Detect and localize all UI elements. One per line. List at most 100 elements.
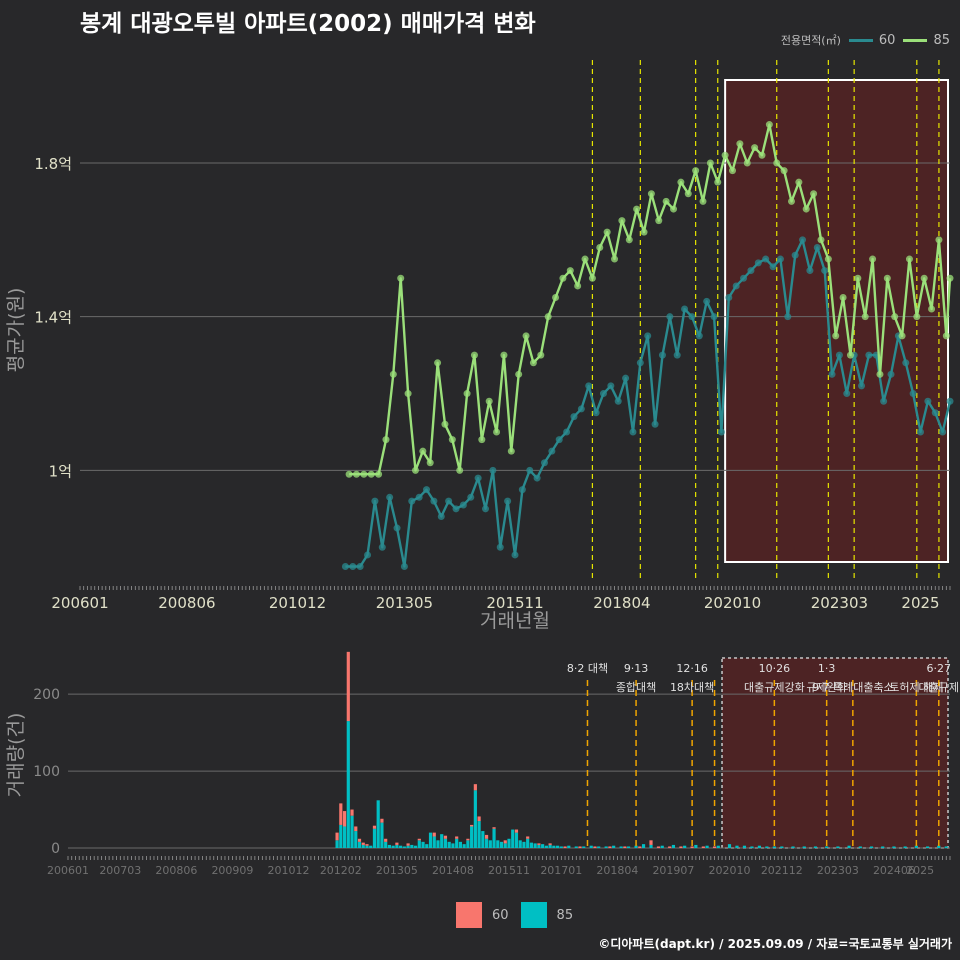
volume-bar-85 — [481, 831, 485, 848]
volume-bar-60 — [679, 846, 683, 848]
volume-x-tick-label: 200601 — [47, 864, 89, 877]
volume-bar-60 — [361, 842, 365, 845]
volume-bar-85 — [335, 840, 339, 848]
volume-bar-85 — [410, 844, 414, 848]
volume-bar-85 — [791, 846, 795, 848]
volume-bar-85 — [361, 844, 365, 848]
volume-bar-85 — [447, 841, 451, 848]
policy-label: 9·13 — [624, 662, 649, 675]
volume-bar-60 — [342, 811, 347, 827]
y-axis-title: 평균가(원) — [5, 288, 27, 373]
volume-bar-85 — [533, 843, 537, 848]
x-tick-label: 202010 — [704, 594, 761, 612]
volume-bar-60 — [668, 846, 672, 848]
volume-bar-85 — [825, 846, 829, 848]
policy-label: 규제완화 — [806, 681, 846, 694]
volume-bar-85 — [376, 800, 380, 848]
volume-bar-85 — [574, 846, 578, 848]
volume-bar-85 — [406, 845, 410, 848]
volume-highlight-region — [721, 657, 949, 849]
volume-bar-85 — [937, 845, 941, 848]
volume-y-tick-label: 0 — [51, 841, 60, 857]
volume-bar-85 — [511, 829, 515, 848]
volume-x-tick-label: 202303 — [817, 864, 859, 877]
volume-bar-85 — [735, 845, 739, 848]
volume-bar-85 — [597, 846, 601, 848]
volume-bar-60 — [712, 846, 717, 848]
volume-bar-85 — [944, 846, 948, 848]
chart-title: 봉계 대광오투빌 아파트(2002) 매매가격 변화 — [80, 11, 536, 37]
volume-bar-85 — [757, 845, 761, 848]
volume-bar-85 — [641, 844, 646, 848]
volume-x-tick-label: 201012 — [268, 864, 310, 877]
volume-bar-60 — [656, 846, 661, 848]
volume-bar-85 — [537, 844, 541, 848]
volume-bar-85 — [503, 843, 507, 848]
policy-label: 18차대책 — [670, 681, 714, 694]
volume-bar-85 — [436, 840, 440, 848]
legend-item-85: 85 — [903, 33, 950, 48]
legend-bar-label-60: 60 — [492, 907, 509, 923]
volume-bar-85 — [417, 840, 421, 848]
volume-bar-85 — [346, 721, 350, 848]
policy-label: 10·26 — [759, 662, 791, 675]
policy-label: 12·16 — [676, 662, 708, 675]
volume-bar-85 — [440, 834, 444, 848]
y-tick-label: 1.4억 — [34, 309, 72, 327]
legend-box-60 — [456, 902, 482, 928]
volume-bar-60 — [357, 838, 362, 842]
volume-bar-85 — [470, 826, 474, 848]
volume-bar-85 — [612, 845, 616, 848]
volume-bar-85 — [589, 845, 593, 848]
volume-bar-85 — [765, 846, 769, 848]
volume-bar-60 — [473, 784, 477, 791]
volume-x-tick-label: 201701 — [540, 864, 582, 877]
volume-bar-85 — [559, 846, 563, 848]
volume-bar-85 — [604, 846, 608, 848]
volume-bar-85 — [395, 844, 399, 848]
volume-bar-85 — [369, 845, 373, 848]
volume-bar-60 — [492, 827, 496, 829]
volume-bar-60 — [380, 818, 384, 823]
volume-bar-85 — [342, 826, 347, 848]
policy-label: 대출규제 — [919, 681, 959, 694]
volume-bar-60 — [623, 846, 627, 848]
legend-swatch-60 — [848, 38, 873, 42]
volume-bar-85 — [627, 846, 631, 848]
volume-bar-85 — [541, 844, 545, 848]
volume-bar-60 — [526, 836, 530, 839]
volume-y-tick-label: 100 — [33, 764, 60, 780]
volume-bar-85 — [354, 831, 358, 848]
volume-bar-85 — [526, 838, 530, 848]
volume-bar-85 — [750, 846, 754, 848]
legend-item-bar-85: 85 — [520, 902, 574, 928]
volume-bar-85 — [634, 845, 638, 848]
x-tick-label: 201511 — [486, 594, 543, 612]
volume-bar-85 — [518, 840, 522, 848]
volume-bar-85 — [455, 838, 459, 848]
legend-bar-label-85: 85 — [556, 907, 574, 923]
legend-box-85 — [520, 902, 547, 928]
volume-bar-85 — [780, 846, 784, 848]
x-tick-label: 201012 — [269, 594, 326, 612]
volume-bar-60 — [470, 824, 474, 827]
series-line-60 — [345, 238, 952, 568]
volume-bar-60 — [477, 816, 481, 822]
volume-bar-60 — [537, 843, 541, 845]
x-axis-title: 거래년월 — [480, 610, 550, 632]
volume-bar-60 — [638, 846, 642, 848]
volume-x-tick-label: 201408 — [432, 864, 474, 877]
volume-bar-85 — [522, 841, 526, 848]
y-tick-label: 1.8억 — [34, 155, 72, 173]
volume-bar-85 — [387, 844, 391, 848]
x-tick-label: 201305 — [376, 594, 433, 612]
volume-bar-85 — [466, 840, 470, 848]
volume-bar-85 — [858, 846, 862, 848]
volume-x-tick-label: 201305 — [376, 864, 418, 877]
legend-title: 전용면적(㎡) — [780, 34, 841, 47]
volume-bar-60 — [466, 838, 470, 841]
volume-bar-85 — [384, 841, 388, 848]
volume-bar-85 — [492, 828, 496, 848]
volume-x-tick-label: 201202 — [320, 864, 362, 877]
